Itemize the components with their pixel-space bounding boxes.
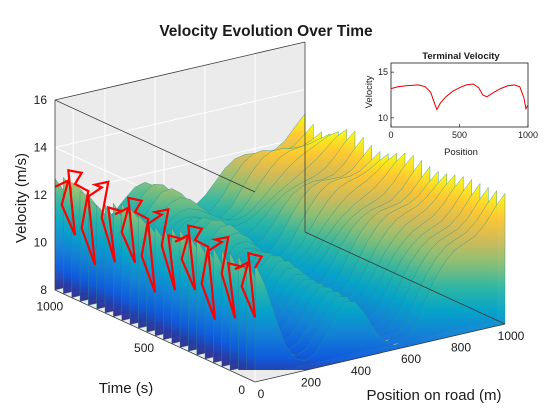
- side-top-edge: [54, 99, 256, 193]
- z-tick-label: 16: [34, 93, 48, 107]
- y-axis-line: [54, 289, 256, 383]
- z-axis-label: Velocity (m/s): [13, 153, 30, 243]
- inset-x-tick-label: 500: [452, 130, 467, 140]
- x-tick-label: 800: [451, 341, 471, 355]
- surface-axes: 0 200 400 600 800 1000 0 500 1000 8 10 12 14 16 Veloc…: [13, 23, 525, 404]
- axis-ticks: 0 200 400 600 800 1000 0 500 1000 8 10 12 14 16: [34, 93, 525, 401]
- x-tick-label: 1000: [498, 329, 525, 343]
- x-tick-label: 400: [351, 364, 371, 378]
- grid-line-z-back: [54, 89, 306, 148]
- inset-x-tick-label: 0: [388, 130, 393, 140]
- z-tick-label: 10: [34, 236, 48, 250]
- inset-x-tick-label: 1000: [518, 130, 538, 140]
- y-tick-label: 0: [238, 383, 245, 397]
- x-tick-label: 200: [301, 375, 321, 389]
- inset-y-tick-label: 15: [378, 67, 388, 77]
- axis-box-edges: [54, 41, 506, 383]
- z-tick-label: 12: [34, 188, 48, 202]
- inset-y-label: Velocity: [364, 75, 375, 108]
- y-tick-label: 500: [134, 341, 154, 355]
- x-tick-label: 0: [258, 387, 265, 401]
- floor-right-edge: [304, 231, 506, 325]
- y-axis-label: Time (s): [99, 380, 153, 397]
- x-tick-label: 600: [401, 352, 421, 366]
- back-top-edge: [54, 41, 306, 101]
- inset-line: [390, 83, 529, 111]
- inset-series: [390, 83, 529, 111]
- z-tick-label: 14: [34, 141, 48, 155]
- x-axis-label: Position on road (m): [366, 387, 501, 404]
- x-axis-line: [254, 323, 506, 383]
- velocity-surface: [55, 113, 506, 370]
- terminal-velocity-trace: [55, 168, 264, 320]
- z-tick-label: 8: [40, 283, 47, 297]
- inset-x-label: Position: [444, 147, 478, 158]
- inset-title: Terminal Velocity: [422, 51, 500, 62]
- y-tick-label: 1000: [36, 299, 63, 313]
- chart-title: Velocity Evolution Over Time: [159, 23, 373, 40]
- inset-ticks: 0 500 1000 10 15: [378, 67, 538, 140]
- inset-plot-area: [390, 62, 529, 128]
- inset-y-tick-label: 10: [378, 113, 388, 123]
